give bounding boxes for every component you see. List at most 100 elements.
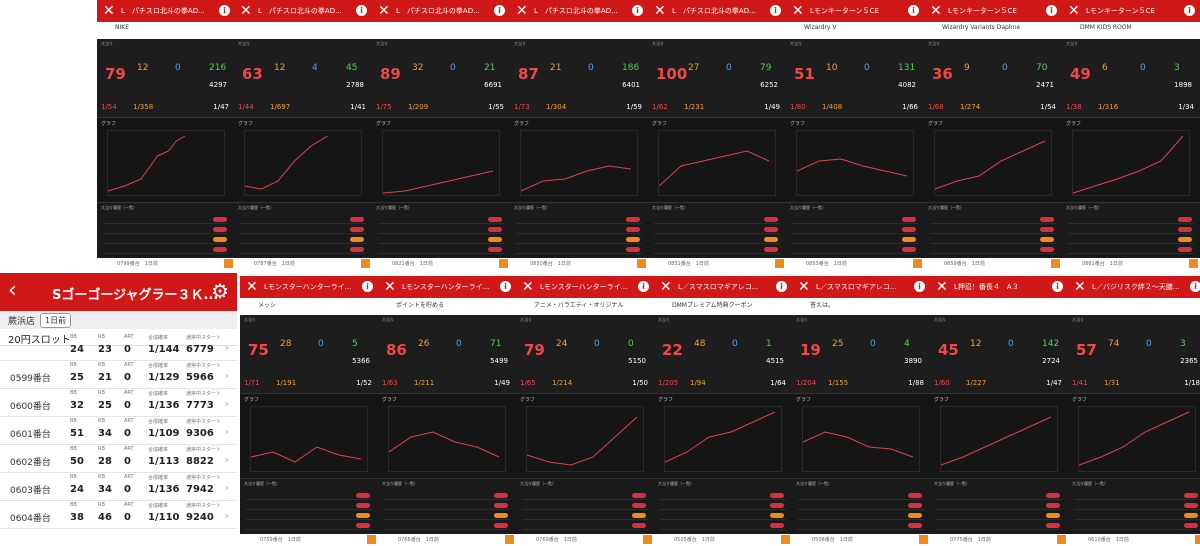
graph-plot bbox=[802, 406, 920, 472]
info-icon[interactable]: i bbox=[494, 5, 505, 16]
action-icon[interactable] bbox=[637, 259, 646, 268]
close-icon[interactable]: ✕ bbox=[930, 3, 942, 19]
close-icon[interactable]: ✕ bbox=[660, 279, 672, 295]
action-icon[interactable] bbox=[913, 259, 922, 268]
close-icon[interactable]: ✕ bbox=[516, 3, 528, 19]
machine-row[interactable]: 0604番台 BB 38 RB 46 ART 0 合成確率 1/110 通常中スタート 9240 › bbox=[0, 501, 237, 529]
close-icon[interactable]: ✕ bbox=[936, 279, 948, 295]
info-icon[interactable]: i bbox=[914, 281, 925, 292]
day-selector[interactable]: 1日前 bbox=[40, 313, 72, 328]
panel-footer: 0610番台 1日前 bbox=[1068, 534, 1200, 546]
info-icon[interactable]: i bbox=[638, 281, 649, 292]
chevron-right-icon: › bbox=[224, 481, 229, 494]
back-icon[interactable]: ‹ bbox=[8, 278, 17, 303]
ad-banner[interactable]: ポイントを貯める bbox=[378, 298, 516, 315]
graph-area: グラフ bbox=[378, 393, 516, 478]
close-icon[interactable]: ✕ bbox=[246, 279, 258, 295]
machine-row[interactable]: 0599番台 BB 25 RB 21 ART 0 合成確率 1/129 通常中スタート 5966 › bbox=[0, 361, 237, 389]
info-icon[interactable]: i bbox=[500, 281, 511, 292]
bb-count: 86 bbox=[386, 341, 407, 359]
ad-banner[interactable]: DMM KIDS ROOM bbox=[1062, 22, 1200, 39]
info-icon[interactable]: i bbox=[770, 5, 781, 16]
history-row bbox=[103, 235, 229, 244]
phone-header: ‹ Sゴーゴージャグラー３Ｋ... ⚙ bbox=[0, 273, 237, 311]
info-icon[interactable]: i bbox=[219, 5, 230, 16]
close-icon[interactable]: ✕ bbox=[798, 279, 810, 295]
gear-icon[interactable]: ⚙ bbox=[211, 279, 229, 303]
rb-count: 32 bbox=[412, 63, 424, 73]
action-icon[interactable] bbox=[775, 259, 784, 268]
rb-prob: 1/274 bbox=[960, 103, 981, 111]
panel-title: Lモンキーターン５CE bbox=[810, 7, 879, 15]
close-icon[interactable]: ✕ bbox=[1074, 279, 1086, 295]
ad-banner[interactable]: Wizardry V bbox=[786, 22, 924, 39]
footer-text: 0775番台 1日前 bbox=[950, 537, 991, 543]
ad-banner[interactable] bbox=[234, 22, 372, 39]
status-pill bbox=[488, 237, 502, 242]
machine-row[interactable]: 0602番台 BB 50 RB 28 ART 0 合成確率 1/113 通常中スタート 8822 › bbox=[0, 445, 237, 473]
action-icon[interactable] bbox=[361, 259, 370, 268]
footer-text: 0831番台 1日前 bbox=[668, 261, 709, 267]
history-label: 大当り履歴（一覧） bbox=[928, 205, 964, 210]
history-row bbox=[792, 215, 918, 224]
machine-row[interactable]: 0603番台 BB 24 RB 34 ART 0 合成確率 1/136 通常中スタート 7942 › bbox=[0, 473, 237, 501]
action-icon[interactable] bbox=[499, 259, 508, 268]
close-icon[interactable]: ✕ bbox=[1068, 3, 1080, 19]
history-row bbox=[240, 245, 366, 254]
ad-banner[interactable]: DMMプレミアム特典クーポン bbox=[654, 298, 792, 315]
ad-banner[interactable] bbox=[510, 22, 648, 39]
machine-row[interactable]: BB 24 RB 23 ART 0 合成確率 1/144 通常中スタート 6779 › bbox=[0, 333, 237, 361]
ad-banner[interactable] bbox=[1068, 298, 1200, 315]
value-total: 9240 bbox=[186, 512, 214, 523]
ad-banner[interactable]: メッシ bbox=[240, 298, 378, 315]
machine-row[interactable]: 0601番台 BB 51 RB 34 ART 0 合成確率 1/109 通常中スタート 9306 › bbox=[0, 417, 237, 445]
rb-prob: 1/697 bbox=[270, 103, 291, 111]
machine-row[interactable]: 0600番台 BB 32 RB 25 ART 0 合成確率 1/136 通常中スタート 7773 › bbox=[0, 389, 237, 417]
total-start: 3890 bbox=[904, 357, 922, 365]
info-icon[interactable]: i bbox=[356, 5, 367, 16]
info-icon[interactable]: i bbox=[1184, 5, 1195, 16]
action-icon[interactable] bbox=[367, 535, 376, 544]
info-icon[interactable]: i bbox=[1190, 281, 1200, 292]
total-start: 6252 bbox=[760, 81, 778, 89]
action-icon[interactable] bbox=[1057, 535, 1066, 544]
graph-svg bbox=[796, 158, 908, 177]
ad-banner[interactable]: 答えは。 bbox=[792, 298, 930, 315]
bb-prob: 1/44 bbox=[238, 103, 254, 111]
info-icon[interactable]: i bbox=[1052, 281, 1063, 292]
action-icon[interactable] bbox=[1195, 535, 1200, 544]
close-icon[interactable]: ✕ bbox=[240, 3, 252, 19]
bb-prob: 1/75 bbox=[376, 103, 392, 111]
ad-banner[interactable]: Wizardry Variants Daphne bbox=[924, 22, 1062, 39]
ad-banner[interactable] bbox=[372, 22, 510, 39]
info-icon[interactable]: i bbox=[632, 5, 643, 16]
status-pill bbox=[488, 227, 502, 232]
status-pill bbox=[908, 493, 922, 498]
ad-banner[interactable] bbox=[648, 22, 786, 39]
ad-banner[interactable]: アニメ・バラエティ・オリジナル bbox=[516, 298, 654, 315]
close-icon[interactable]: ✕ bbox=[654, 3, 666, 19]
action-icon[interactable] bbox=[643, 535, 652, 544]
action-icon[interactable] bbox=[919, 535, 928, 544]
action-icon[interactable] bbox=[781, 535, 790, 544]
panel-header: ✕ L パチスロ北斗の拳AD... i bbox=[648, 0, 786, 22]
close-icon[interactable]: ✕ bbox=[522, 279, 534, 295]
action-icon[interactable] bbox=[505, 535, 514, 544]
close-icon[interactable]: ✕ bbox=[384, 279, 396, 295]
ad-banner[interactable]: NIKE bbox=[97, 22, 235, 39]
panel-title: L／スマスロマギアレコ... bbox=[678, 283, 759, 291]
info-icon[interactable]: i bbox=[362, 281, 373, 292]
action-icon[interactable] bbox=[1189, 259, 1198, 268]
bb-prob: 1/38 bbox=[1066, 103, 1082, 111]
close-icon[interactable]: ✕ bbox=[103, 3, 115, 19]
close-icon[interactable]: ✕ bbox=[792, 3, 804, 19]
ad-banner[interactable] bbox=[930, 298, 1068, 315]
graph-area: グラフ bbox=[654, 393, 792, 478]
action-icon[interactable] bbox=[1051, 259, 1060, 268]
info-icon[interactable]: i bbox=[1046, 5, 1057, 16]
info-icon[interactable]: i bbox=[908, 5, 919, 16]
bb-prob: 1/65 bbox=[520, 379, 536, 387]
info-icon[interactable]: i bbox=[776, 281, 787, 292]
action-icon[interactable] bbox=[224, 259, 233, 268]
close-icon[interactable]: ✕ bbox=[378, 3, 390, 19]
